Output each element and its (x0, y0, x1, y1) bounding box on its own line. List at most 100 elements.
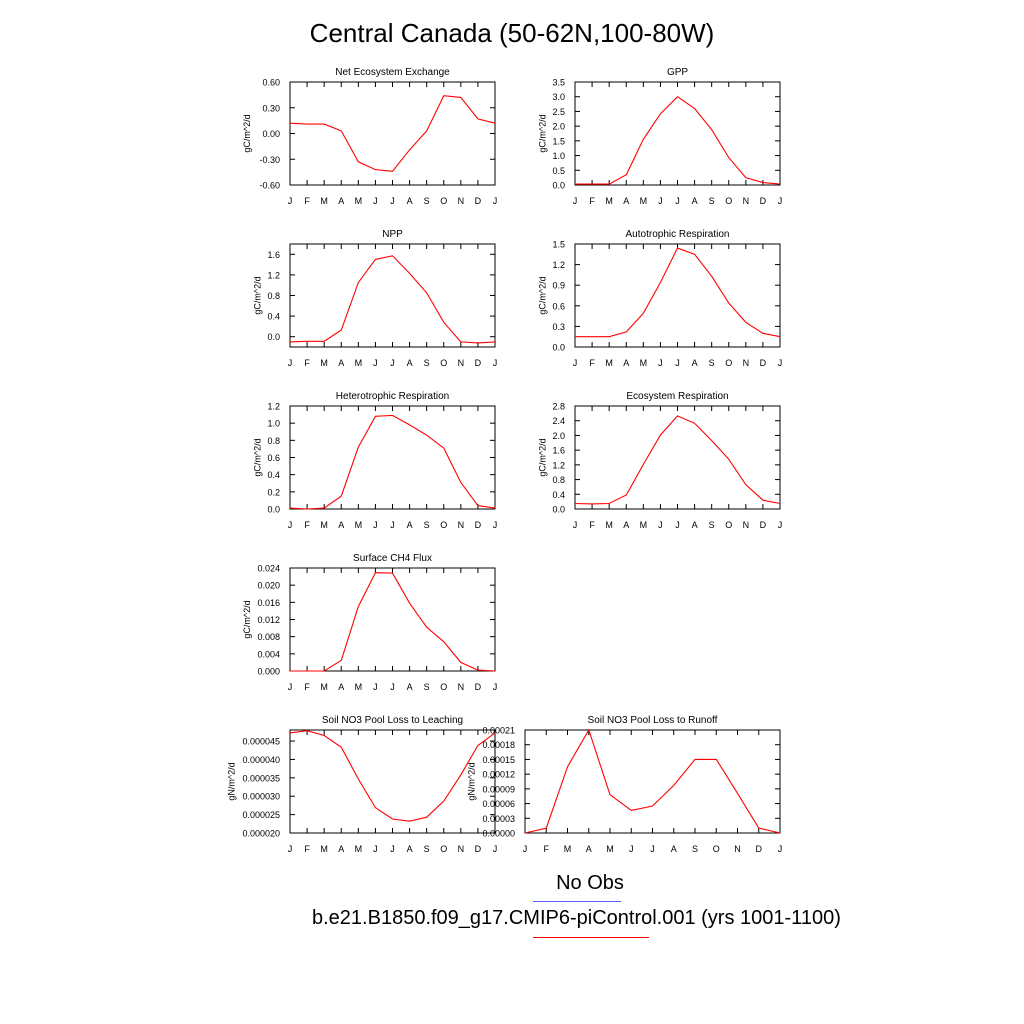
x-tick-label: F (589, 358, 595, 368)
y-tick-label: 0.00000 (482, 829, 515, 839)
y-tick-label: 3.5 (552, 78, 565, 88)
x-tick-label: M (605, 196, 613, 206)
x-tick-label: M (355, 358, 363, 368)
x-tick-label: A (407, 520, 413, 530)
series-line (290, 572, 496, 672)
series-line (289, 95, 496, 172)
y-tick-label: -0.60 (259, 181, 280, 191)
x-tick-label: M (605, 520, 613, 530)
x-tick-label: M (640, 520, 648, 530)
x-tick-label: M (355, 520, 363, 530)
x-tick-label: S (424, 682, 430, 692)
x-tick-label: J (658, 196, 663, 206)
x-tick-label: D (760, 358, 767, 368)
y-tick-label: 1.6 (267, 250, 280, 260)
y-tick-label: 0.0 (552, 181, 565, 191)
y-axis-label: gN/m^2/d (226, 762, 236, 800)
y-tick-label: 1.5 (552, 240, 565, 250)
x-tick-label: M (605, 358, 613, 368)
y-tick-label: 2.8 (552, 402, 565, 412)
y-tick-label: 0.3 (552, 322, 565, 332)
y-tick-label: 1.2 (267, 402, 280, 412)
y-tick-label: 0.00018 (482, 740, 515, 750)
legend-obs-line (533, 901, 621, 902)
x-tick-label: J (493, 682, 498, 692)
x-tick-label: N (734, 844, 741, 854)
x-tick-label: J (778, 196, 783, 206)
x-tick-label: F (304, 682, 310, 692)
x-tick-label: N (458, 520, 465, 530)
plot-frame (289, 405, 496, 510)
x-tick-label: D (760, 520, 767, 530)
y-tick-label: 0.0 (267, 505, 280, 515)
y-tick-label: 3.0 (552, 92, 565, 102)
y-axis-label: gC/m^2/d (537, 438, 547, 476)
x-tick-label: A (623, 196, 629, 206)
x-tick-label: J (629, 844, 634, 854)
x-tick-label: O (440, 844, 447, 854)
y-tick-label: 2.0 (552, 431, 565, 441)
x-tick-label: D (475, 682, 482, 692)
y-tick-label: 0.6 (552, 301, 565, 311)
panel-title: NPP (382, 229, 403, 240)
x-tick-label: M (320, 844, 328, 854)
panel-soil-no3-pool-loss-to-runoff: Soil NO3 Pool Loss to Runoff J F M A M J J A S O N D… (467, 715, 783, 854)
y-tick-label: 1.6 (552, 446, 565, 456)
y-tick-label: 1.0 (552, 151, 565, 161)
x-tick-label: S (424, 358, 430, 368)
plot-frame (524, 729, 781, 834)
x-tick-label: F (589, 196, 595, 206)
x-tick-label: J (778, 844, 783, 854)
x-tick-label: O (725, 520, 732, 530)
x-tick-label: J (650, 844, 655, 854)
y-tick-label: 0.020 (257, 581, 280, 591)
x-tick-label: J (493, 844, 498, 854)
x-tick-label: J (373, 358, 378, 368)
x-tick-label: A (338, 196, 344, 206)
x-tick-label: S (424, 844, 430, 854)
x-tick-label: J (390, 196, 395, 206)
y-tick-label: 0.60 (262, 78, 280, 88)
x-tick-label: S (709, 196, 715, 206)
x-tick-label: J (658, 358, 663, 368)
x-tick-label: J (390, 682, 395, 692)
x-tick-label: N (458, 196, 465, 206)
x-tick-label: J (493, 520, 498, 530)
x-tick-label: A (338, 520, 344, 530)
panel-title: Ecosystem Respiration (626, 391, 728, 402)
y-tick-label: 1.0 (267, 419, 280, 429)
y-tick-label: 1.5 (552, 136, 565, 146)
y-tick-label: 1.2 (552, 460, 565, 470)
x-tick-label: A (407, 358, 413, 368)
y-tick-label: 0.0 (267, 332, 280, 342)
x-tick-label: N (743, 196, 750, 206)
x-tick-label: A (407, 682, 413, 692)
x-tick-label: J (778, 520, 783, 530)
x-tick-label: M (320, 196, 328, 206)
y-tick-label: 0.8 (552, 475, 565, 485)
y-tick-label: 0.6 (267, 453, 280, 463)
x-tick-label: A (407, 196, 413, 206)
plot-frame (574, 405, 781, 510)
x-tick-label: S (709, 520, 715, 530)
x-tick-label: A (338, 358, 344, 368)
y-axis-label: gC/m^2/d (252, 276, 262, 314)
y-tick-label: 0.2 (267, 487, 280, 497)
x-tick-label: J (288, 520, 293, 530)
plot-frame (574, 243, 781, 348)
x-tick-label: J (675, 520, 680, 530)
y-tick-label: 0.000045 (242, 737, 280, 747)
x-tick-label: M (320, 358, 328, 368)
y-tick-label: 0.9 (552, 281, 565, 291)
x-tick-label: J (493, 358, 498, 368)
y-tick-label: 0.00012 (482, 770, 515, 780)
x-tick-label: D (756, 844, 763, 854)
x-tick-label: N (458, 682, 465, 692)
x-tick-label: J (573, 358, 578, 368)
y-axis-label: gC/m^2/d (252, 438, 262, 476)
x-tick-label: J (288, 682, 293, 692)
x-tick-label: M (640, 358, 648, 368)
